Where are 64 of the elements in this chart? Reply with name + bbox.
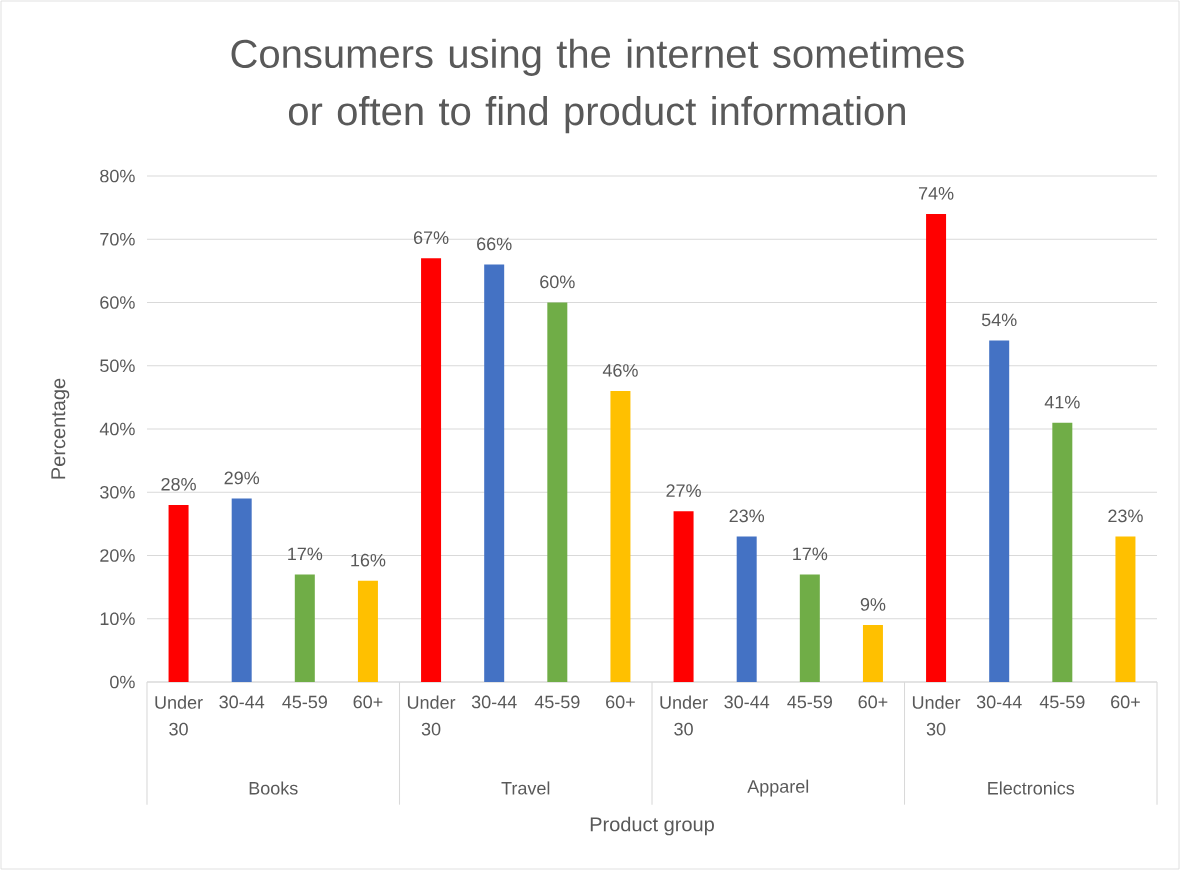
- bar: [421, 258, 442, 682]
- bar: [926, 213, 947, 682]
- text: Under 30: [912, 695, 961, 736]
- y-tick-label: 10%: [100, 612, 135, 626]
- x-tick-label: Travel: [501, 781, 550, 795]
- text: 60+: [606, 695, 635, 709]
- text: Under 30: [660, 695, 708, 736]
- bar: [1115, 536, 1136, 682]
- text: Under 30: [407, 695, 456, 736]
- data-label: 17%: [793, 547, 828, 561]
- text: 30-44: [219, 695, 265, 709]
- data-label: 9%: [860, 598, 886, 611]
- x-axis-title: Product group: [590, 816, 714, 836]
- text: 45-59: [534, 695, 580, 709]
- y-tick-label: 60%: [100, 296, 135, 309]
- text: 30-44: [724, 695, 770, 709]
- y-tick-label: 20%: [100, 549, 135, 562]
- data-label: 23%: [1108, 509, 1143, 523]
- bar: [1052, 422, 1073, 682]
- y-tick-label: 70%: [100, 232, 135, 246]
- data-label: 23%: [729, 509, 765, 523]
- data-label: 16%: [351, 553, 386, 567]
- bar: [168, 504, 189, 682]
- data-label: 67%: [413, 231, 449, 244]
- text: 30-44: [471, 695, 517, 709]
- bar: [989, 340, 1010, 682]
- y-axis-title: Percentage: [51, 378, 70, 479]
- y-tick-label: 30%: [100, 485, 135, 499]
- bar: [862, 625, 883, 682]
- bar: [610, 391, 631, 682]
- x-tick-label: Electronics: [988, 781, 1075, 795]
- series-label: 60+: [353, 695, 383, 709]
- y-tick-label: 40%: [99, 422, 135, 436]
- y-tick-label: 80%: [100, 169, 135, 183]
- data-label: 66%: [477, 237, 512, 251]
- data-label: 28%: [161, 477, 196, 491]
- x-tick-label: Books: [249, 781, 298, 795]
- x-tick-label: Apparel: [747, 779, 809, 797]
- bar: [357, 580, 378, 682]
- bar: [484, 264, 505, 682]
- y-tick-label: 50%: [100, 359, 135, 373]
- text: 60+: [1111, 695, 1140, 709]
- data-label: 17%: [288, 547, 323, 561]
- chart-title: Consumers using the internet sometimes or often to find product information: [231, 38, 964, 134]
- text: 45-59: [282, 695, 327, 709]
- y-tick-label: 0%: [110, 675, 135, 689]
- bar: [231, 498, 252, 682]
- bar: [547, 302, 568, 682]
- series-label: Under 30: [155, 695, 203, 736]
- text: 60+: [858, 695, 888, 709]
- bar: [736, 536, 757, 682]
- bar: [673, 511, 694, 682]
- data-label: 46%: [602, 364, 638, 377]
- data-label: 41%: [1044, 395, 1080, 409]
- series-label: 45-59: [787, 695, 832, 709]
- data-label: 54%: [981, 313, 1017, 327]
- bar: [799, 574, 820, 682]
- text: 45-59: [1039, 695, 1085, 709]
- data-label: 74%: [918, 187, 954, 200]
- data-label: 29%: [224, 471, 260, 485]
- data-label: 60%: [540, 275, 575, 289]
- bar: [294, 574, 315, 682]
- data-label: 27%: [666, 484, 701, 497]
- series-label: 30-44: [976, 695, 1022, 709]
